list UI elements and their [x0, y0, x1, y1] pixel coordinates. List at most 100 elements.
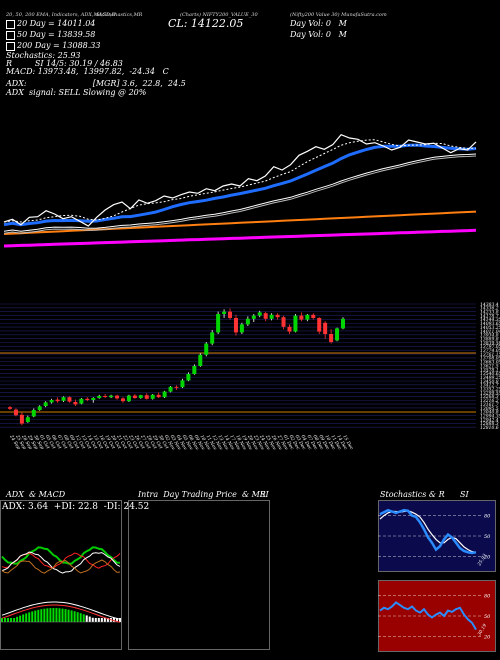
macd-bar [67, 609, 70, 622]
price-tick-label: 13216.2 [480, 398, 499, 404]
macd-bar [28, 612, 31, 622]
price-tick-label: 13268.3 [480, 394, 499, 400]
price-tick-label: 14233.8 [480, 310, 499, 316]
candle-body [341, 318, 345, 329]
price-tick-label: 14336.2 [480, 306, 499, 312]
candle-body [233, 318, 238, 333]
rsi-tick-label: 50 [484, 614, 491, 620]
site-link[interactable]: (Nifty200 Value 30) MunafaSutra.com [290, 12, 387, 18]
candle-body [180, 380, 185, 388]
adx-macd-panel [0, 500, 122, 650]
rsi-line [379, 601, 477, 631]
macd-bar [55, 608, 58, 622]
candle-body [49, 400, 54, 403]
ema20-swatch [6, 19, 15, 29]
candle-body [97, 396, 102, 398]
price-tick-label: 13450.8 [480, 379, 499, 385]
candle-body [132, 395, 137, 398]
candle-grid [0, 303, 476, 428]
macd-bar [70, 610, 73, 622]
candle-body [204, 343, 209, 355]
price-tick-label: 13578.1 [480, 367, 499, 373]
macd-bar [106, 618, 109, 622]
adx-readout: ADX: 3.64 +DI: 22.8 -DI: 24.52 [2, 502, 150, 512]
candle-body [335, 328, 340, 341]
price-tick-label: 13839.58 [480, 340, 500, 346]
candle-body [25, 417, 30, 422]
ema20-text: 20 Day = 14011.04 [17, 19, 96, 28]
macd-bar [100, 618, 103, 622]
candle-body [317, 318, 322, 332]
candle-body [115, 395, 120, 399]
candle-body [216, 314, 221, 333]
ema50-line [3, 153, 477, 232]
macd-bar [79, 613, 82, 622]
macd-bar [46, 608, 49, 622]
candle-body [31, 410, 36, 417]
price-tick-label: 13412.7 [480, 383, 499, 389]
candle-body [144, 395, 149, 399]
intraday-panel-title: Intra Day Trading Price & MR [138, 490, 266, 499]
candle-body [103, 396, 108, 397]
ema50-lower-band [3, 155, 477, 234]
candle-body [323, 322, 328, 334]
macd-bar [16, 616, 19, 622]
price-tick-label: 13352.25 [480, 387, 500, 393]
ema50-label: 50 Day = 13839.58 [6, 30, 95, 40]
ema20-label: 20 Day = 14011.04 [6, 19, 95, 29]
stoch-d-line [379, 510, 477, 553]
macd-value: MACD: 13973.48, 13997.82, -24.34 C [6, 67, 169, 76]
ema200-text: 200 Day = 13088.33 [17, 41, 101, 50]
candle-body [222, 311, 227, 314]
day-volume-1: Day Vol: 0 M [290, 19, 347, 28]
stoch-k-line [379, 508, 477, 555]
price-tick-label: 14144.35 [480, 317, 500, 323]
adx-ma-line [1, 559, 121, 574]
candle-body [73, 402, 78, 405]
intraday-panel [128, 500, 270, 650]
price-tick-label: 13934.8 [480, 333, 499, 339]
macd-bar [88, 616, 91, 622]
price-tick-label: 12994.35 [480, 413, 500, 419]
candle-body [299, 315, 304, 320]
macd-bar [22, 614, 25, 622]
ema200-label: 200 Day = 13088.33 [6, 41, 100, 51]
day-volume-2: Day Vol: 0 M [290, 30, 347, 39]
candle-body [251, 315, 256, 319]
ema20-line [3, 143, 477, 227]
macd-bar [4, 618, 7, 622]
macd-bar [19, 615, 22, 622]
stoch-link[interactable]: SI,Stochastics,MR [96, 12, 143, 18]
candle-body [126, 395, 131, 402]
candle-body [109, 395, 114, 398]
macd-bar [94, 618, 97, 622]
price-tick-label: 13621.5 [480, 363, 499, 369]
symbol-link[interactable]: (Charts) NIFTY200_VALUE_30 [180, 12, 258, 18]
price-tick-label: 13161.7 [480, 402, 499, 408]
candle-body [239, 324, 244, 333]
stoch-value: Stochastics: 25.93 [6, 51, 81, 60]
candlestick-layer [8, 308, 345, 426]
stoch-tick-label: 20 [483, 554, 491, 560]
macd-bar [97, 618, 100, 622]
price-tick-label: 14093.65 [480, 321, 500, 327]
chart-links[interactable]: 20, 50, 200 EMA, Indicators, ADX,MACD,B [6, 12, 116, 18]
macd-bar [85, 615, 88, 622]
long-ma-line [3, 228, 477, 248]
ema50-text: 50 Day = 13839.58 [17, 30, 96, 39]
rsi-value: R SI 14/5: 30.19 / 46.83 [6, 59, 123, 68]
rsi-tick-label: 20 [483, 634, 491, 640]
macd-bar [115, 618, 118, 622]
ema200-swatch [6, 41, 15, 51]
candle-body [174, 386, 179, 388]
candle-body [37, 406, 42, 410]
stoch-si-label: SI [460, 490, 469, 499]
price-tick-label: 13889.8 [480, 336, 499, 342]
macd-bar [49, 608, 52, 622]
candle-body [257, 312, 262, 316]
ema200-line [3, 210, 477, 235]
adx-panel-title: ADX & MACD [6, 490, 66, 499]
